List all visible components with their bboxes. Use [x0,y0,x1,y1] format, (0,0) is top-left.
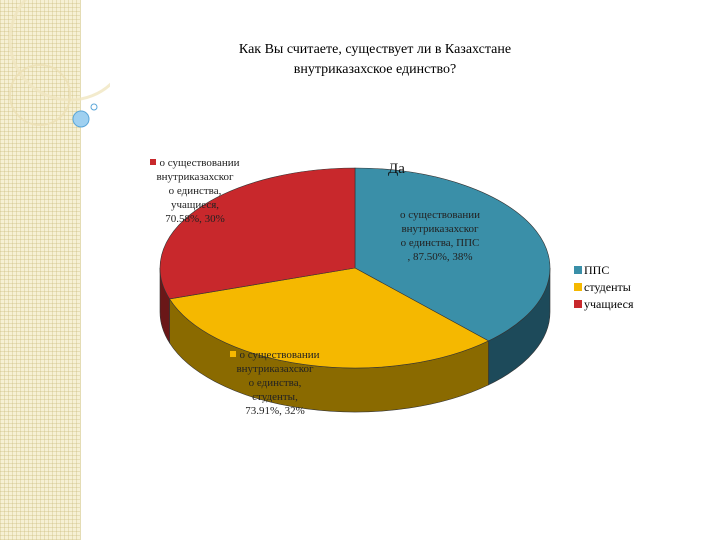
data-label-students-line: о единства, [248,377,302,389]
data-label-pupils-line: учащиеся, [170,199,220,211]
chart-title-line-2: внутриказахское единство? [293,62,457,77]
legend-swatch [574,283,582,291]
data-label-students-line: 73.91%, 32% [245,405,305,417]
data-label-pps: о существовании внутриказахског о единст… [380,208,500,264]
data-label-pupils-line: 70.58%, 30% [165,213,225,225]
data-label-pps-line: о единства, ППС [400,237,480,249]
data-label-pps-line: , 87.50%, 38% [407,251,473,263]
legend-item: учащиеся [574,296,634,313]
chart-legend: ППС студенты учащиеся [574,262,634,313]
pie-slice-0 [354,167,551,342]
data-label-pps-line: о существовании [399,209,480,221]
data-label-students-swatch [230,351,237,357]
deco-bubble-large [72,110,90,128]
data-label-pupils-line: о существовании [159,157,240,169]
data-label-pupils-line: внутриказахског [156,171,234,183]
legend-swatch [574,266,582,274]
deco-arc-inner [9,64,71,126]
data-label-students-line: о существовании [239,349,320,361]
data-label-students: о существовании внутриказахског о единст… [210,348,340,418]
data-label-students-line: внутриказахског [236,363,314,375]
legend-item: ППС [574,262,634,279]
legend-label: учащиеся [584,297,634,311]
decorative-circles [8,0,110,128]
data-label-pupils-line: о единства, [168,185,222,197]
deco-bubble-small [90,103,98,111]
legend-label: ППС [584,263,610,277]
data-label-pupils: о существовании внутриказахског о единст… [132,156,258,226]
legend-item: студенты [574,279,634,296]
decorative-side-strip [0,0,81,540]
chart-title-line-1: Как Вы считаете, существует ли в Казахст… [238,42,512,57]
legend-label: студенты [584,280,631,294]
data-label-students-line: студенты, [252,391,298,403]
legend-swatch [574,300,582,308]
data-label-pupils-swatch [150,159,157,165]
pie-slice-2 [159,167,356,300]
chart-title: Как Вы считаете, существует ли в Казахст… [140,40,610,80]
series-label: Да [388,161,405,177]
data-label-pps-line: внутриказахског [401,223,479,235]
pie-slice-1 [169,267,490,369]
